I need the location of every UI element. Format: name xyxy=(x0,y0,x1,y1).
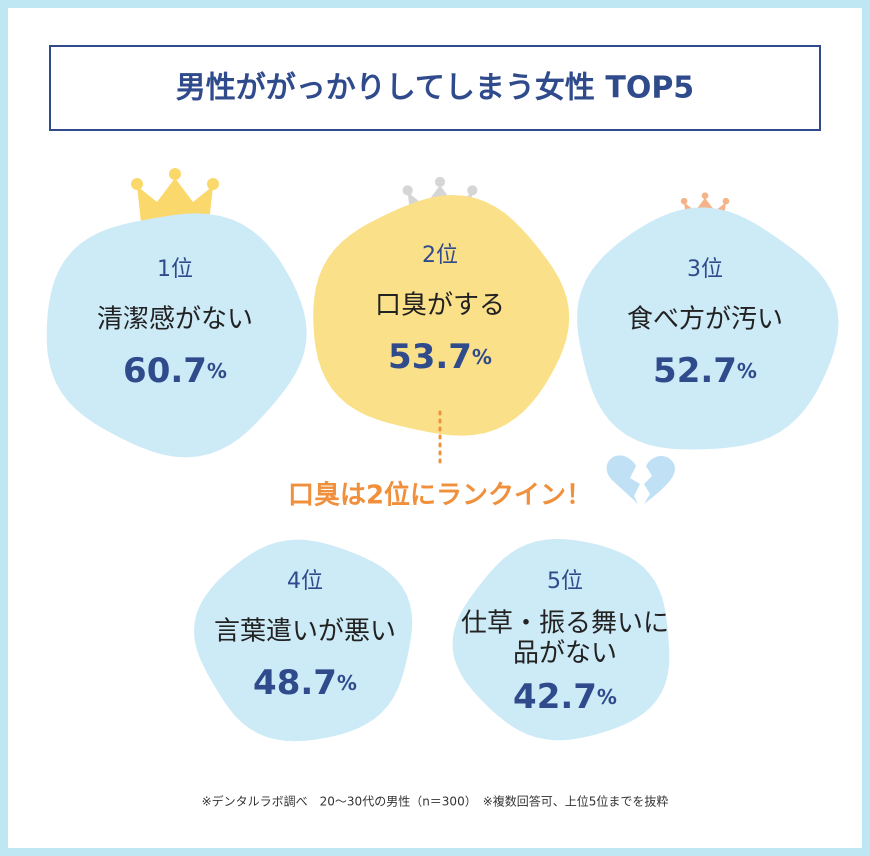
heart-right xyxy=(644,455,675,504)
rank-bubble xyxy=(313,195,570,436)
title: 男性ががっかりしてしまう女性 TOP5 xyxy=(176,71,694,106)
crown-jewel xyxy=(680,197,688,205)
unit: % xyxy=(597,685,617,709)
percentage: 52.7% xyxy=(653,351,757,391)
value: 53.7 xyxy=(388,337,472,377)
crown-jewel xyxy=(207,178,219,190)
item-label: 仕草・振る舞いに xyxy=(461,609,669,639)
percentage: 60.7% xyxy=(123,351,227,391)
crown xyxy=(131,168,219,222)
crown-jewel xyxy=(467,185,478,196)
rank-bubble xyxy=(46,213,307,458)
crown-jewel xyxy=(701,192,709,199)
heart-left xyxy=(606,455,640,504)
value: 48.7 xyxy=(253,663,337,703)
rank-bubble xyxy=(452,539,670,741)
rank: 2位 xyxy=(422,243,458,268)
rank: 3位 xyxy=(687,257,723,282)
unit: % xyxy=(472,345,492,369)
item-label: 言葉遣いが悪い xyxy=(214,617,396,647)
crown-shape xyxy=(137,178,213,222)
percentage: 53.7% xyxy=(388,337,492,377)
value: 42.7 xyxy=(513,677,597,717)
callout: 口臭は2位にランクイン！ xyxy=(288,480,592,511)
rank: 5位 xyxy=(547,569,583,594)
value: 60.7 xyxy=(123,351,207,391)
item-label: 口臭がする xyxy=(375,291,505,321)
rank-bubble xyxy=(577,207,839,450)
rank: 4位 xyxy=(287,569,323,594)
crown-jewel xyxy=(402,185,413,196)
crown-jewel xyxy=(722,197,730,205)
unit: % xyxy=(207,359,227,383)
title-box xyxy=(49,45,821,131)
unit: % xyxy=(737,359,757,383)
item-label: 品がない xyxy=(513,639,617,669)
crown-jewel xyxy=(434,176,446,187)
crown-jewel xyxy=(169,168,181,180)
rank: 1位 xyxy=(157,257,193,282)
percentage: 42.7% xyxy=(513,677,617,717)
percentage: 48.7% xyxy=(253,663,357,703)
value: 52.7 xyxy=(653,351,737,391)
crown-jewel xyxy=(131,178,143,190)
note: ※デンタルラボ調べ 20～30代の男性（n＝300） ※複数回答可、上位5位まで… xyxy=(202,794,669,809)
item-label: 清潔感がない xyxy=(97,305,253,335)
item-label: 食べ方が汚い xyxy=(627,305,783,335)
broken-heart xyxy=(606,455,675,504)
unit: % xyxy=(337,671,357,695)
rank-bubble xyxy=(194,539,413,742)
